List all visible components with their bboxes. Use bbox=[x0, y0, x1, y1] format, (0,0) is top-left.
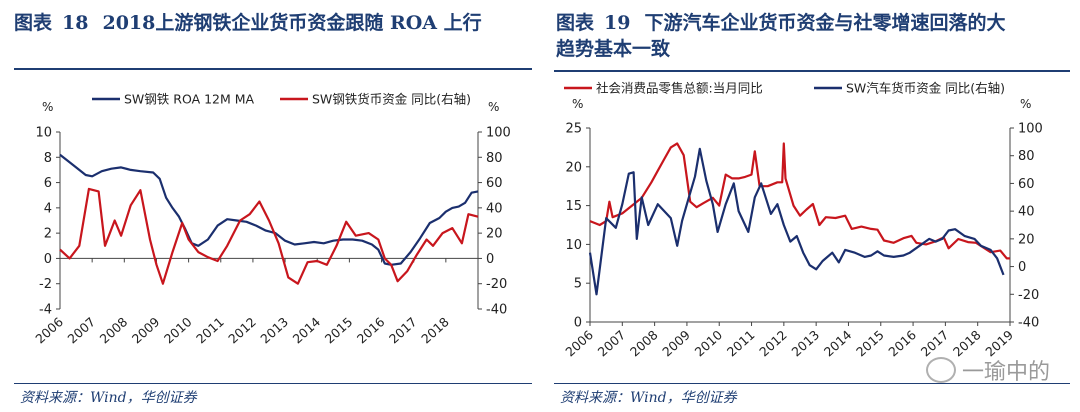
left-xtick-label: 2014 bbox=[290, 314, 324, 346]
left-ytick-left: -2 bbox=[39, 277, 52, 292]
left-ytick-left: 6 bbox=[44, 176, 52, 191]
watermark: 一瑜中的 bbox=[925, 354, 1050, 386]
left-ytick-left: 8 bbox=[44, 151, 52, 166]
right-title-line2: 趋势基本一致 bbox=[556, 38, 671, 60]
right-ytick-left: 5 bbox=[574, 277, 582, 292]
right-ytick-right: 80 bbox=[1018, 149, 1035, 164]
left-legend-label-1: SW钢铁货币资金 同比(右轴) bbox=[312, 92, 471, 107]
right-xtick-label: 2006 bbox=[562, 327, 596, 359]
right-ytick-right: 60 bbox=[1018, 177, 1035, 192]
left-xtick-label: 2006 bbox=[32, 314, 66, 346]
right-xtick-label: 2016 bbox=[885, 327, 919, 359]
left-ytick-right: 0 bbox=[486, 252, 494, 267]
right-title-prefix: 图表 bbox=[556, 12, 595, 34]
left-xtick-label: 2007 bbox=[64, 314, 98, 346]
right-ytick-right: -20 bbox=[1018, 288, 1039, 303]
left-ytick-left: -4 bbox=[39, 303, 52, 318]
left-ytick-left: 0 bbox=[44, 252, 52, 267]
right-xtick-label: 2007 bbox=[595, 327, 629, 359]
left-title-rule bbox=[14, 68, 532, 70]
left-ytick-left: 4 bbox=[44, 201, 52, 216]
left-xtick-label: 2008 bbox=[97, 314, 131, 346]
left-legend-label-0: SW钢铁 ROA 12M MA bbox=[124, 92, 255, 107]
right-title-rule bbox=[554, 70, 1070, 72]
left-xtick-label: 2018 bbox=[418, 314, 452, 346]
right-title-line1: 下游汽车企业货币资金与社零增速回落的大 bbox=[644, 12, 1006, 34]
left-ytick-right: -20 bbox=[486, 277, 507, 292]
left-ytick-left: 2 bbox=[44, 227, 52, 242]
left-xtick-label: 2011 bbox=[193, 314, 227, 346]
right-xtick-label: 2009 bbox=[659, 327, 693, 359]
right-series-line-1 bbox=[588, 147, 1005, 296]
right-ytick-left: 0 bbox=[574, 316, 582, 331]
right-xtick-label: 2012 bbox=[756, 327, 790, 359]
right-xtick-label: 2010 bbox=[692, 327, 726, 359]
left-xtick-label: 2012 bbox=[225, 314, 259, 346]
left-left-unit: % bbox=[42, 100, 53, 114]
right-xtick-label: 2011 bbox=[724, 327, 758, 359]
right-source-rule bbox=[554, 383, 1070, 384]
left-ytick-right: 20 bbox=[486, 227, 503, 242]
right-chart-title: 图表 19 下游汽车企业货币资金与社零增速回落的大 趋势基本一致 bbox=[556, 10, 1005, 62]
right-xtick-label: 2013 bbox=[788, 327, 822, 359]
right-title-num: 19 bbox=[604, 12, 631, 34]
right-ytick-right: 40 bbox=[1018, 205, 1035, 220]
right-ytick-left: 10 bbox=[565, 238, 582, 253]
left-source: 资料来源：Wind，华创证券 bbox=[20, 390, 197, 406]
left-xtick-label: 2016 bbox=[354, 314, 388, 346]
left-ytick-left: 10 bbox=[35, 126, 52, 141]
watermark-text: 一瑜中的 bbox=[961, 360, 1050, 385]
left-title-prefix: 图表 bbox=[14, 12, 53, 34]
left-chart: SW钢铁 ROA 12M MA SW钢铁货币资金 同比(右轴)% %1086420-… bbox=[32, 92, 511, 347]
right-ytick-right: 100 bbox=[1018, 122, 1043, 137]
right-series-line-0 bbox=[589, 142, 1010, 260]
left-series-line-0 bbox=[59, 153, 479, 266]
right-ytick-right: 20 bbox=[1018, 232, 1035, 247]
left-xtick-label: 2013 bbox=[257, 314, 291, 346]
right-ytick-right: 0 bbox=[1018, 260, 1026, 275]
left-title-num: 18 bbox=[62, 12, 89, 34]
left-xtick-label: 2017 bbox=[386, 314, 420, 346]
left-right-unit: % bbox=[488, 100, 499, 114]
right-legend-label-0: 社会消费品零售总额:当月同比 bbox=[596, 81, 763, 96]
right-source: 资料来源：Wind，华创证券 bbox=[560, 390, 737, 406]
left-xtick-label: 2009 bbox=[129, 314, 163, 346]
left-series-line-1 bbox=[59, 187, 479, 285]
left-ytick-right: 40 bbox=[486, 201, 503, 216]
left-ytick-right: 80 bbox=[486, 151, 503, 166]
right-xtick-label: 2008 bbox=[627, 327, 661, 359]
left-ytick-right: 60 bbox=[486, 176, 503, 191]
right-ytick-left: 20 bbox=[565, 160, 582, 175]
right-right-unit: % bbox=[1020, 97, 1031, 111]
right-xtick-label: 2014 bbox=[821, 327, 855, 359]
right-ytick-left: 15 bbox=[565, 199, 582, 214]
right-left-unit: % bbox=[572, 97, 583, 111]
left-xtick-label: 2015 bbox=[322, 314, 356, 346]
right-xtick-label: 2015 bbox=[853, 327, 887, 359]
left-chart-title: 图表 18 2018上游钢铁企业货币资金跟随 ROA 上行 bbox=[14, 10, 482, 36]
left-source-rule bbox=[14, 383, 532, 384]
right-chart: 社会消费品零售总额:当月同比 SW汽车货币资金 同比(右轴)% %252015105… bbox=[562, 81, 1043, 360]
wechat-icon bbox=[925, 357, 956, 383]
right-legend-label-1: SW汽车货币资金 同比(右轴) bbox=[846, 81, 1005, 96]
left-ytick-right: 100 bbox=[486, 126, 511, 141]
right-ytick-left: 25 bbox=[565, 122, 582, 137]
right-ytick-right: -40 bbox=[1018, 316, 1039, 331]
left-title-text: 2018上游钢铁企业货币资金跟随 ROA 上行 bbox=[102, 12, 482, 34]
left-ytick-right: -40 bbox=[486, 303, 507, 318]
left-xtick-label: 2010 bbox=[161, 314, 195, 346]
